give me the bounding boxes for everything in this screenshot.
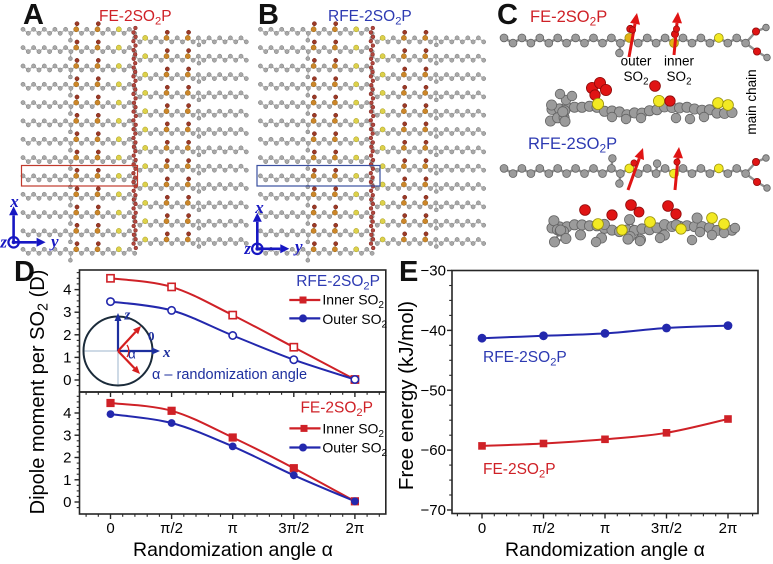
svg-text:−30: −30 [421, 263, 446, 280]
svg-text:−60: −60 [421, 442, 446, 459]
svg-text:FE-2SO2​P: FE-2SO2​P [483, 461, 556, 481]
svg-text:Outer SO2​: Outer SO2​ [322, 311, 387, 331]
svg-text:π/2: π/2 [160, 520, 183, 537]
svg-text:Free energy (kJ/mol): Free energy (kJ/mol) [395, 301, 418, 490]
svg-text:3π/2: 3π/2 [651, 520, 682, 537]
svg-text:SO2​: SO2​ [667, 69, 692, 88]
svg-text:x: x [162, 345, 171, 361]
svg-text:main chain: main chain [744, 69, 759, 134]
svg-text:B: B [258, 0, 279, 31]
svg-text:inner: inner [664, 54, 695, 69]
svg-text:2π: 2π [719, 520, 738, 537]
svg-text:Randomization angle α: Randomization angle α [133, 539, 333, 561]
svg-text:3: 3 [63, 304, 71, 321]
svg-text:C: C [497, 0, 518, 31]
svg-text:1: 1 [63, 472, 71, 489]
svg-text:D: D [14, 256, 35, 288]
svg-text:0: 0 [478, 520, 486, 537]
svg-text:RFE-2SO2​P: RFE-2SO2​P [328, 8, 412, 28]
svg-text:π: π [600, 520, 610, 537]
svg-text:RFE-2SO2​P: RFE-2SO2​P [483, 349, 567, 369]
svg-text:3π/2: 3π/2 [278, 520, 309, 537]
svg-text:α – randomization angle: α – randomization angle [152, 367, 307, 383]
svg-text:outer: outer [621, 54, 652, 69]
svg-text:SO2​: SO2​ [624, 69, 649, 88]
svg-text:2: 2 [63, 327, 71, 344]
svg-text:π/2: π/2 [532, 520, 555, 537]
svg-text:FE-2SO2​P: FE-2SO2​P [300, 400, 373, 420]
svg-text:α: α [128, 347, 136, 362]
svg-text:0: 0 [106, 520, 114, 537]
svg-text:x: x [9, 192, 19, 211]
svg-text:−50: −50 [421, 382, 446, 399]
svg-text:4: 4 [63, 405, 71, 422]
svg-text:A: A [23, 0, 44, 31]
svg-text:0: 0 [63, 372, 71, 389]
svg-text:y: y [49, 232, 59, 251]
svg-text:Randomization angle α: Randomization angle α [505, 539, 705, 561]
svg-text:−40: −40 [421, 322, 446, 339]
svg-text:Inner SO2​: Inner SO2​ [322, 292, 384, 312]
svg-text:−70: −70 [421, 502, 446, 519]
svg-text:1: 1 [63, 349, 71, 366]
svg-text:2: 2 [63, 450, 71, 467]
svg-text:FE-2SO2​P: FE-2SO2​P [530, 8, 607, 29]
svg-text:z: z [243, 239, 251, 258]
svg-text:Outer SO2​: Outer SO2​ [322, 439, 387, 459]
svg-text:3: 3 [63, 427, 71, 444]
svg-text:y: y [293, 237, 303, 256]
svg-text:RFE-2SO2​P: RFE-2SO2​P [296, 273, 380, 293]
svg-text:Inner SO2​: Inner SO2​ [322, 421, 384, 441]
svg-text:4: 4 [63, 282, 71, 299]
svg-text:Dipole moment per SO2​ (D): Dipole moment per SO2​ (D) [27, 270, 52, 515]
svg-text:0: 0 [148, 329, 155, 344]
svg-text:z: z [124, 308, 131, 324]
svg-text:2π: 2π [346, 520, 365, 537]
svg-text:FE-2SO2​P: FE-2SO2​P [99, 8, 172, 28]
svg-text:π: π [228, 520, 238, 537]
svg-text:E: E [399, 256, 418, 288]
svg-text:z: z [0, 233, 7, 252]
svg-text:RFE-2SO2​P: RFE-2SO2​P [528, 135, 617, 156]
svg-text:x: x [254, 198, 264, 217]
svg-text:0: 0 [63, 494, 71, 511]
